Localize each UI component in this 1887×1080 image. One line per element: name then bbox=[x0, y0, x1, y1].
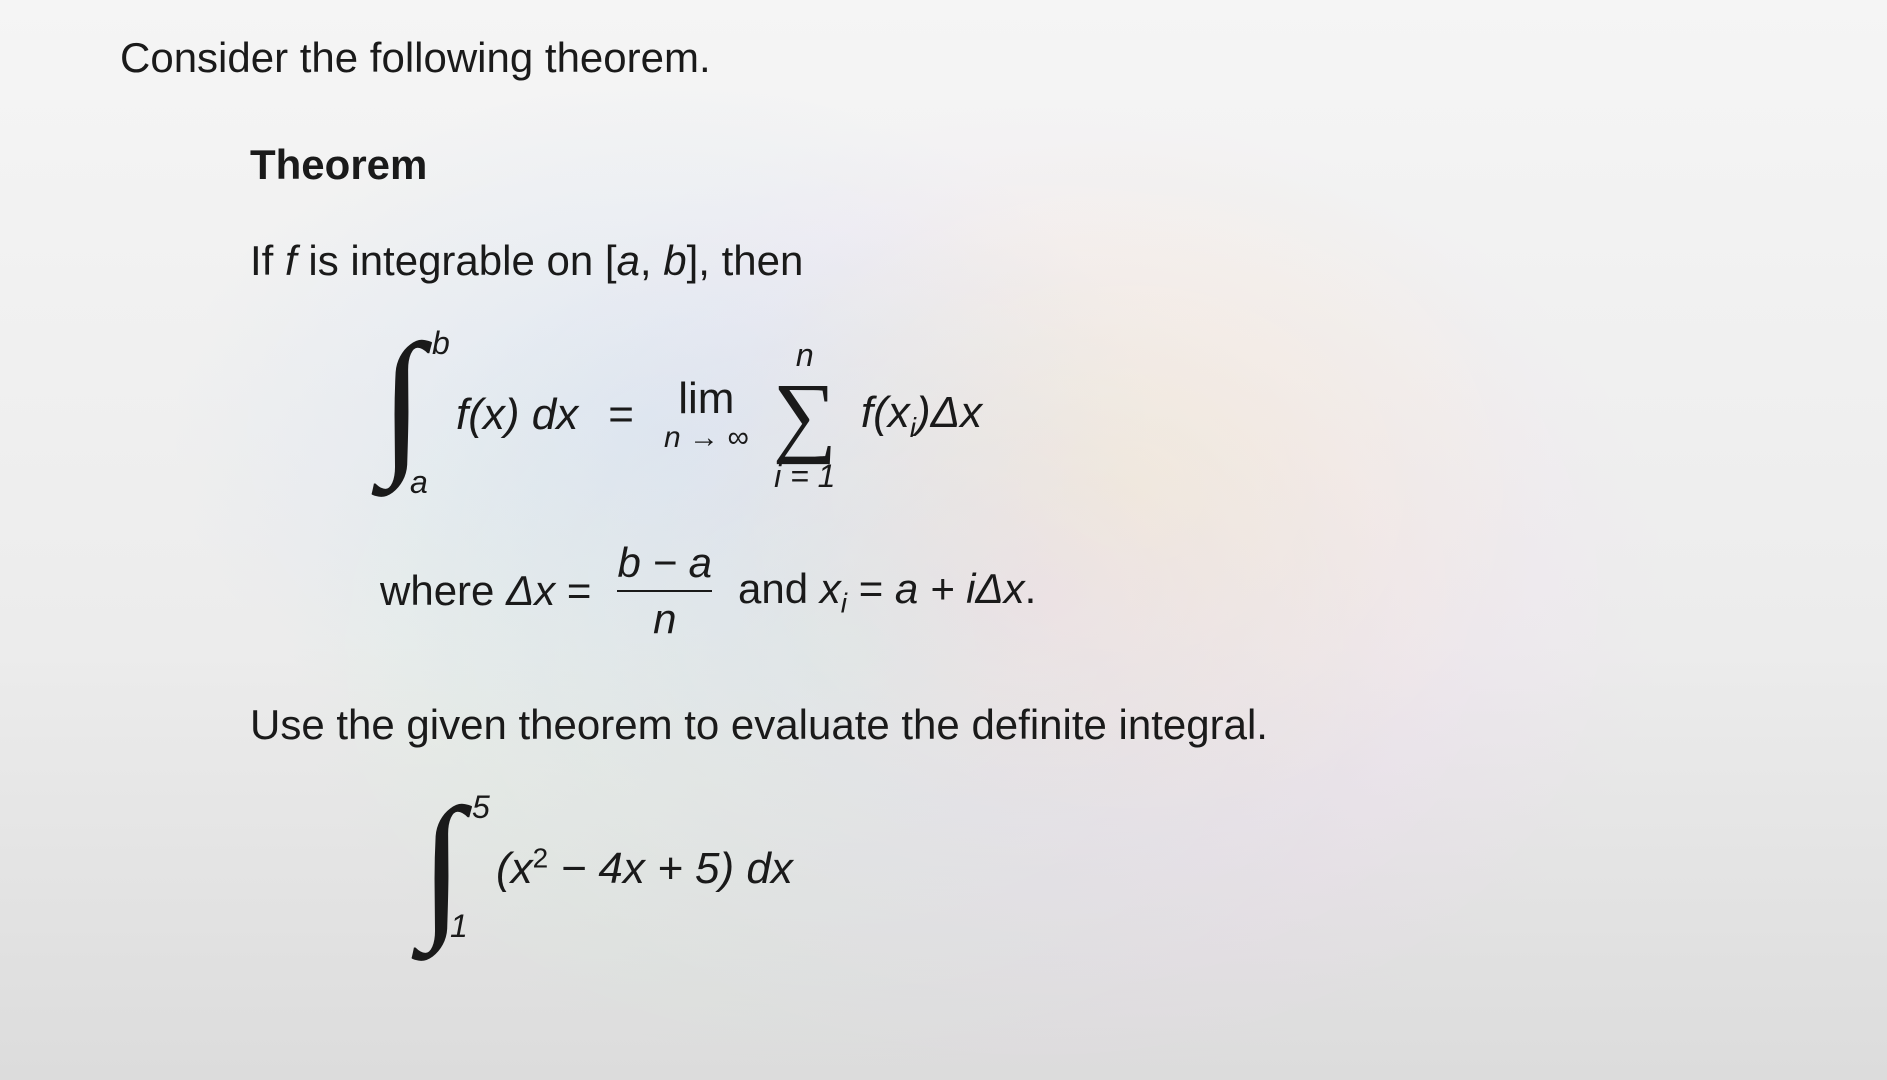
where-clause: where Δx = b − a n and xi = a + iΔx. bbox=[380, 540, 1767, 642]
premise-after: ], then bbox=[687, 237, 804, 284]
compute-integrand: (x2 − 4x + 5) dx bbox=[496, 839, 793, 898]
limit-word: lim bbox=[678, 376, 734, 422]
frac-num: b − a bbox=[617, 540, 712, 586]
frac-den: n bbox=[653, 596, 676, 642]
summand: f(xi)Δx bbox=[861, 383, 982, 447]
where-period: . bbox=[1025, 565, 1037, 612]
theorem-heading: Theorem bbox=[250, 137, 1767, 194]
integral-sign-icon: ∫ 5 1 bbox=[420, 794, 480, 944]
theorem-formula: ∫ b a f(x) dx = lim n → ∞ n ∑ i = 1 f(xi… bbox=[380, 330, 1767, 500]
body-exp: 2 bbox=[533, 843, 549, 874]
premise-a: a bbox=[617, 237, 640, 284]
body-after: − 4x + 5) dx bbox=[548, 844, 793, 893]
instruction-text: Use the given theorem to evaluate the de… bbox=[250, 697, 1767, 754]
summation: n ∑ i = 1 bbox=[773, 339, 837, 492]
integral-left: ∫ b a f(x) dx bbox=[380, 330, 578, 500]
integrand: f(x) dx bbox=[456, 385, 578, 444]
limit: lim n → ∞ bbox=[664, 376, 749, 454]
sigma-lower: i = 1 bbox=[774, 460, 835, 492]
premise-before: If bbox=[250, 237, 285, 284]
summand-before: f(x bbox=[861, 388, 910, 437]
where-xi-x: x bbox=[820, 565, 841, 612]
limit-sub: n → ∞ bbox=[664, 422, 749, 454]
premise-comma: , bbox=[640, 237, 663, 284]
problem-page: Consider the following theorem. Theorem … bbox=[0, 0, 1887, 1080]
frac-bar-icon bbox=[617, 590, 712, 592]
sigma-icon: ∑ bbox=[773, 375, 837, 456]
integral-sign-icon: ∫ b a bbox=[380, 330, 440, 500]
premise-f: f bbox=[285, 237, 297, 284]
where-dx: Δx bbox=[506, 567, 555, 614]
intro-text: Consider the following theorem. bbox=[120, 30, 1767, 87]
integral-lower-1: 1 bbox=[450, 905, 468, 948]
summand-after: )Δx bbox=[916, 388, 982, 437]
compute-integral: ∫ 5 1 (x2 − 4x + 5) dx bbox=[420, 794, 1767, 944]
where-eq1: = bbox=[555, 567, 591, 614]
where-word: where bbox=[380, 567, 506, 614]
where-rhs: a + iΔx bbox=[895, 565, 1025, 612]
theorem-premise: If f is integrable on [a, b], then bbox=[250, 233, 1767, 290]
integral-upper: b bbox=[432, 322, 450, 365]
premise-mid: is integrable on [ bbox=[297, 237, 617, 284]
body-before: (x bbox=[496, 844, 533, 893]
fraction-b-a-over-n: b − a n bbox=[617, 540, 712, 642]
premise-b: b bbox=[663, 237, 686, 284]
where-eq2: = bbox=[847, 565, 895, 612]
where-and: and bbox=[738, 565, 820, 612]
integral-upper-5: 5 bbox=[472, 786, 490, 829]
equals-sign: = bbox=[608, 385, 634, 444]
integral-compute: ∫ 5 1 (x2 − 4x + 5) dx bbox=[420, 794, 793, 944]
integral-lower: a bbox=[410, 461, 428, 504]
